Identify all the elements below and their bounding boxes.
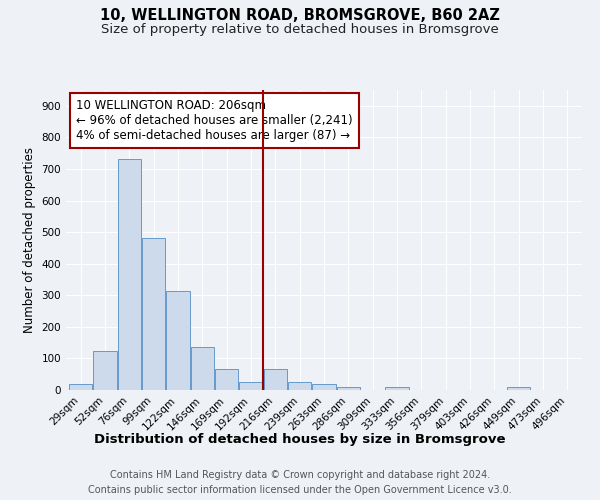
- Bar: [118, 160, 141, 390]
- Bar: [166, 290, 190, 390]
- Bar: [69, 384, 92, 390]
- Bar: [288, 382, 311, 390]
- Bar: [313, 384, 335, 390]
- Text: Size of property relative to detached houses in Bromsgrove: Size of property relative to detached ho…: [101, 22, 499, 36]
- Y-axis label: Number of detached properties: Number of detached properties: [23, 147, 36, 333]
- Bar: [239, 382, 263, 390]
- Bar: [215, 370, 238, 390]
- Text: 10, WELLINGTON ROAD, BROMSGROVE, B60 2AZ: 10, WELLINGTON ROAD, BROMSGROVE, B60 2AZ: [100, 8, 500, 22]
- Text: 10 WELLINGTON ROAD: 206sqm
← 96% of detached houses are smaller (2,241)
4% of se: 10 WELLINGTON ROAD: 206sqm ← 96% of deta…: [76, 99, 353, 142]
- Bar: [337, 387, 360, 390]
- Bar: [142, 238, 165, 390]
- Bar: [191, 348, 214, 390]
- Bar: [94, 350, 116, 390]
- Text: Contains HM Land Registry data © Crown copyright and database right 2024.
Contai: Contains HM Land Registry data © Crown c…: [88, 470, 512, 495]
- Bar: [385, 388, 409, 390]
- Bar: [264, 370, 287, 390]
- Bar: [507, 388, 530, 390]
- Text: Distribution of detached houses by size in Bromsgrove: Distribution of detached houses by size …: [94, 432, 506, 446]
